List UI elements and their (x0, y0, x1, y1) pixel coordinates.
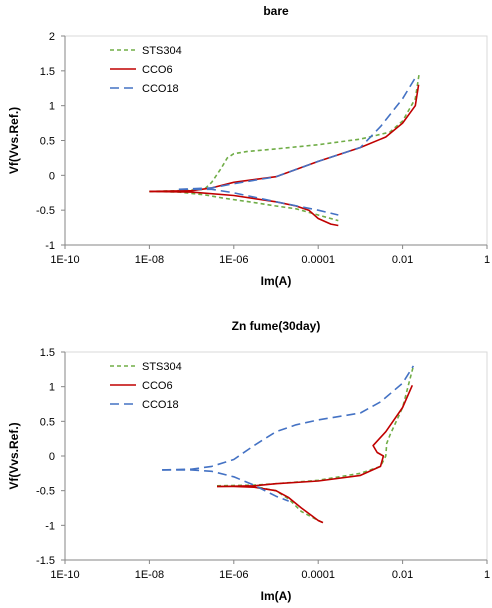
legend-label: CCO18 (142, 83, 179, 95)
x-tick-label: 0.0001 (301, 569, 335, 581)
y-tick-label: 0 (49, 170, 55, 182)
series-line-cco6-branch-2 (149, 84, 420, 193)
legend-label: STS304 (142, 45, 182, 57)
x-tick-label: 0.01 (392, 569, 413, 581)
x-tick-label: 0.0001 (301, 254, 335, 266)
x-tick-label: 1E-10 (50, 569, 79, 581)
plot-area (64, 35, 488, 246)
x-tick-label: 1E-10 (50, 254, 79, 266)
series-line-sts304-branch-2 (149, 72, 421, 193)
x-axis-title: Im(A) (261, 589, 292, 603)
series-line-sts304-branch-2 (216, 365, 415, 487)
y-tick-label: 1 (49, 382, 55, 394)
chart-1: bare -1 -0.5 0 0.5 1 1.5 2 1E-10 1E-08 1E-06 0.0001… (7, 4, 490, 288)
y-tick-label: 2 (49, 31, 55, 43)
chart-title: Zn fume(30day) (232, 319, 321, 333)
legend-label: CCO6 (142, 64, 173, 76)
y-tick-label: -1 (45, 520, 55, 532)
legend-label: CCO18 (142, 399, 179, 411)
y-tick-label: -0.5 (36, 205, 55, 217)
y-tick-label: 0 (49, 451, 55, 463)
legend: STS304 CCO6 CCO18 (110, 361, 182, 411)
x-tick-label: 1 (484, 569, 490, 581)
y-tick-label: -1.5 (36, 555, 55, 567)
series-line-cco18-branch-2 (162, 365, 415, 471)
series-line-cco6-branch-2 (216, 384, 414, 488)
y-tick-label: 1 (49, 101, 55, 113)
x-tick-label: 1E-06 (219, 569, 248, 581)
x-tick-label: 1 (484, 254, 490, 266)
y-tick-label: 1.5 (40, 347, 55, 359)
chart-title: bare (263, 4, 289, 18)
series-line-cco18-branch-2 (178, 77, 416, 191)
x-tick-label: 1E-08 (135, 254, 164, 266)
legend: STS304 CCO6 CCO18 (110, 45, 182, 95)
y-tick-label: 0.5 (40, 416, 55, 428)
y-tick-label: -1 (45, 240, 55, 252)
x-tick-label: 0.01 (392, 254, 413, 266)
series-line-sts304-branch-1 (149, 190, 339, 222)
legend-label: STS304 (142, 361, 182, 373)
chart-2: Zn fume(30day) -1.5 -1 -0.5 0 0.5 1 1.5 1E-10 1E-… (7, 319, 490, 603)
x-axis-title: Im(A) (261, 274, 292, 288)
series-line-sts304-branch-1 (217, 484, 324, 524)
series-line-cco6-branch-1 (217, 485, 324, 524)
series-line-cco18-branch-1 (178, 188, 339, 216)
legend-label: CCO6 (142, 380, 173, 392)
x-tick-label: 1E-06 (219, 254, 248, 266)
y-axis-title: Vf(Vvs.Ref.) (7, 422, 21, 489)
y-tick-label: 0.5 (40, 136, 55, 148)
y-axis-title: Vf(Vvs.Ref.) (7, 107, 21, 174)
y-tick-label: -0.5 (36, 486, 55, 498)
y-tick-label: 1.5 (40, 66, 55, 78)
plot-area (64, 351, 488, 561)
x-tick-label: 1E-08 (135, 569, 164, 581)
